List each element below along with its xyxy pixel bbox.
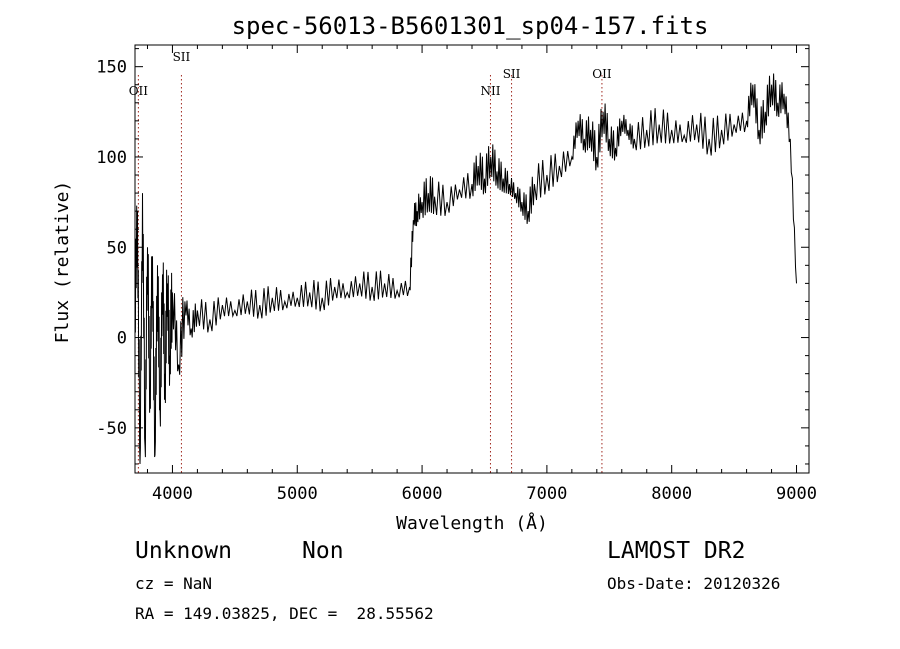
coordinates-label: RA = 149.03825, DEC = 28.55562: [135, 604, 434, 623]
y-tick-label: 50: [107, 238, 127, 258]
x-tick-label: 6000: [402, 484, 443, 504]
y-tick-label: 150: [96, 58, 127, 78]
x-tick-label: 5000: [277, 484, 318, 504]
emission-line-label: SII: [503, 67, 521, 81]
x-tick-label: 9000: [776, 484, 817, 504]
plot-frame: [134, 44, 810, 474]
class-label: Unknown: [135, 538, 232, 564]
emission-line-label: SII: [173, 50, 191, 64]
x-tick-label: 8000: [651, 484, 692, 504]
y-tick-label: -50: [96, 419, 127, 439]
redshift-label: cz = NaN: [135, 574, 213, 593]
spectrum-line: [134, 73, 797, 465]
chart-title: spec-56013-B5601301_sp04-157.fits: [232, 12, 709, 40]
x-tick-label: 7000: [526, 484, 567, 504]
survey-label: LAMOST DR2: [607, 538, 746, 564]
y-axis-ticks: -50 0 50 100 150: [96, 48, 809, 465]
x-tick-label: 4000: [152, 484, 193, 504]
emission-line-label: OII: [129, 84, 149, 98]
subclass-label: Non: [302, 538, 344, 564]
y-axis-label: Flux (relative): [52, 181, 73, 344]
x-axis-label: Wavelength (Å): [396, 512, 548, 534]
plot-area: 4000 5000 6000 7000 8000 9000 -50 0 50 100 150 OI…: [96, 44, 817, 504]
y-tick-label: 0: [117, 329, 127, 349]
y-tick-label: 100: [96, 148, 127, 168]
emission-line-label: OII: [592, 67, 612, 81]
obs-date-label: Obs-Date: 20120326: [607, 574, 781, 593]
x-axis-ticks: 4000 5000 6000 7000 8000 9000: [146, 45, 817, 504]
emission-line-label: NII: [480, 84, 500, 98]
